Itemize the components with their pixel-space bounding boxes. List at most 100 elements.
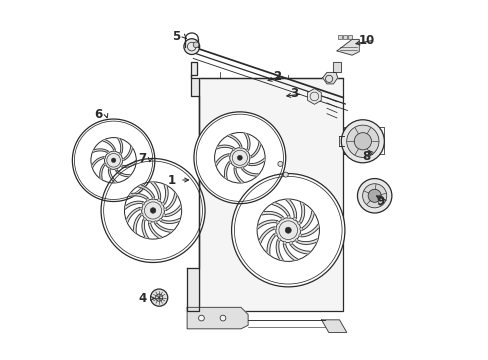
Circle shape (245, 149, 248, 152)
Polygon shape (289, 244, 309, 254)
Bar (343, 35, 346, 40)
Circle shape (101, 158, 204, 262)
Circle shape (275, 218, 300, 243)
Text: 5: 5 (172, 30, 180, 43)
Circle shape (297, 222, 300, 225)
Polygon shape (165, 193, 176, 211)
Circle shape (285, 227, 291, 233)
Circle shape (228, 154, 230, 156)
Polygon shape (242, 168, 258, 176)
Circle shape (162, 203, 164, 205)
Polygon shape (251, 142, 260, 158)
Circle shape (299, 228, 302, 230)
Circle shape (357, 179, 391, 213)
Circle shape (163, 214, 165, 216)
Text: 1: 1 (168, 174, 176, 186)
Circle shape (111, 158, 116, 163)
Circle shape (122, 158, 124, 161)
Text: 6: 6 (94, 108, 102, 121)
Polygon shape (92, 157, 103, 167)
Polygon shape (108, 169, 117, 182)
Polygon shape (123, 147, 132, 160)
Polygon shape (148, 223, 162, 238)
Circle shape (239, 146, 242, 148)
Polygon shape (244, 134, 249, 150)
Circle shape (150, 289, 167, 306)
Circle shape (220, 315, 225, 321)
Polygon shape (187, 62, 198, 311)
Polygon shape (138, 185, 154, 197)
Circle shape (281, 217, 284, 220)
Polygon shape (154, 223, 173, 232)
Polygon shape (151, 183, 161, 200)
Circle shape (237, 155, 242, 160)
Circle shape (159, 219, 162, 221)
Circle shape (142, 202, 144, 205)
Circle shape (150, 208, 156, 213)
Circle shape (154, 221, 157, 224)
Polygon shape (118, 139, 122, 154)
Circle shape (273, 227, 276, 230)
Circle shape (148, 221, 151, 224)
Polygon shape (227, 135, 242, 146)
Circle shape (362, 184, 386, 208)
Circle shape (293, 217, 296, 220)
Polygon shape (100, 164, 104, 179)
Polygon shape (248, 158, 264, 166)
Text: 2: 2 (272, 69, 280, 82)
Circle shape (274, 233, 277, 236)
Circle shape (103, 163, 106, 165)
Polygon shape (163, 185, 168, 204)
Circle shape (229, 148, 249, 168)
Circle shape (107, 152, 109, 154)
Bar (348, 35, 351, 40)
Circle shape (198, 315, 204, 321)
Circle shape (231, 174, 344, 287)
Polygon shape (142, 219, 148, 238)
Circle shape (286, 216, 289, 219)
Circle shape (367, 189, 381, 202)
Circle shape (183, 39, 199, 54)
Polygon shape (321, 320, 346, 332)
Polygon shape (336, 40, 359, 55)
Text: 8: 8 (362, 150, 370, 163)
Circle shape (120, 165, 122, 167)
Polygon shape (285, 200, 296, 219)
Circle shape (146, 198, 149, 201)
Circle shape (353, 133, 371, 150)
Circle shape (142, 199, 164, 222)
Polygon shape (283, 244, 297, 260)
Polygon shape (93, 149, 108, 152)
Polygon shape (234, 168, 243, 182)
Circle shape (140, 207, 142, 210)
Circle shape (249, 156, 251, 158)
Circle shape (157, 199, 160, 201)
Polygon shape (133, 213, 141, 233)
Bar (338, 35, 341, 40)
Circle shape (143, 218, 146, 221)
Polygon shape (187, 307, 247, 329)
Polygon shape (322, 72, 337, 84)
Circle shape (194, 112, 285, 204)
Polygon shape (129, 193, 148, 199)
Circle shape (295, 239, 298, 242)
Text: 9: 9 (376, 195, 384, 208)
Circle shape (283, 241, 285, 244)
Circle shape (283, 172, 287, 177)
Circle shape (113, 150, 115, 152)
Polygon shape (259, 227, 274, 243)
Polygon shape (125, 201, 143, 209)
Polygon shape (276, 240, 283, 260)
Circle shape (234, 166, 236, 168)
Text: 10: 10 (358, 33, 374, 47)
Polygon shape (115, 170, 130, 177)
Circle shape (276, 221, 279, 224)
Circle shape (104, 151, 122, 169)
Circle shape (298, 234, 301, 237)
Circle shape (103, 157, 105, 159)
Polygon shape (262, 211, 283, 218)
Polygon shape (302, 211, 313, 230)
Polygon shape (272, 203, 289, 216)
Circle shape (228, 161, 231, 163)
Circle shape (152, 197, 155, 200)
